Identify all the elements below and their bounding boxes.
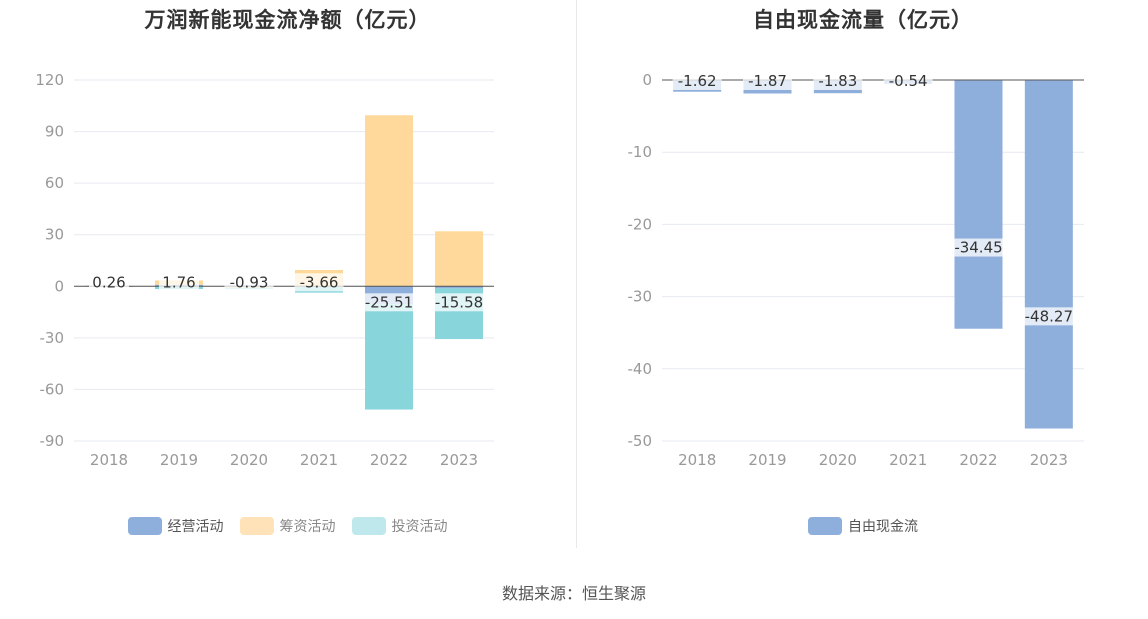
y-tick-label: 120 [35, 71, 64, 89]
data-label: -3.66 [300, 273, 339, 291]
legend-label: 筹资活动 [279, 519, 336, 535]
data-label-bg [224, 273, 274, 292]
legend-item-operating[interactable]: 经营活动 [127, 516, 224, 536]
x-tick-label: 2023 [440, 451, 478, 469]
bar [435, 231, 483, 287]
y-tick-label: 0 [642, 71, 652, 89]
free-cash-flow-panel: 自由现金流量（亿元） 0 -10 -20 -30 -40 -50 2018 2019 2020 2… [578, 0, 1148, 560]
data-label-bg [294, 273, 344, 292]
x-tick-label: 2018 [90, 451, 128, 469]
data-label: -48.27 [1025, 307, 1073, 325]
legend-item-investing[interactable]: 投资活动 [351, 516, 448, 536]
bar [1024, 80, 1073, 429]
data-label: -0.54 [889, 72, 928, 90]
legend-swatch-investing [351, 517, 386, 535]
bar [365, 115, 413, 287]
legend-label: 经营活动 [167, 519, 224, 535]
data-label: -25.51 [365, 293, 413, 311]
y-tick-label: 30 [45, 226, 64, 244]
legend-label: 自由现金流 [848, 519, 918, 535]
y-tick-label: -30 [40, 329, 65, 347]
bar [435, 286, 483, 289]
bar [954, 80, 1003, 329]
data-label-bg [159, 273, 199, 292]
legend-item-free-cash-flow[interactable]: 自由现金流 [808, 516, 918, 536]
data-source: 数据来源：恒生聚源 [501, 584, 646, 603]
chart-title: 万润新能现金流净额（亿元） [144, 8, 431, 32]
y-tick-label: -90 [40, 432, 65, 450]
data-label-bg [672, 72, 722, 90]
data-label: 1.76 [162, 273, 195, 291]
data-label-bg [89, 273, 129, 292]
data-label: -34.45 [954, 239, 1002, 257]
y-tick-label: 0 [54, 277, 64, 295]
y-tick-label: 90 [45, 123, 64, 141]
data-label: -1.87 [748, 72, 787, 90]
data-label: -1.62 [678, 72, 717, 90]
data-label: 0.26 [92, 273, 125, 291]
legend: 经营活动 筹资活动 投资活动 [0, 516, 575, 536]
data-label: -1.83 [818, 72, 857, 90]
panel-divider [576, 0, 577, 548]
data-label: -15.58 [435, 293, 483, 311]
x-tick-label: 2021 [889, 451, 927, 469]
data-label-bg [883, 72, 933, 90]
data-label-bg [1019, 307, 1078, 326]
data-label-bg [949, 238, 1008, 257]
bar [365, 304, 413, 410]
cash-flow-net-chart: 120 90 60 30 0 -30 -60 -90 2018 2019 2020 2021 2022 2… [35, 71, 494, 469]
cash-flow-net-panel: 万润新能现金流净额（亿元） 120 90 60 30 0 -30 -60 -90 2018 201… [0, 0, 575, 560]
x-tick-label: 2018 [678, 451, 716, 469]
x-tick-label: 2020 [230, 451, 268, 469]
y-tick-label: -10 [628, 143, 653, 161]
x-tick-label: 2022 [959, 451, 997, 469]
y-tick-label: -60 [40, 380, 65, 398]
legend-swatch-operating [127, 517, 162, 535]
y-tick-label: -30 [628, 288, 653, 306]
x-tick-label: 2019 [160, 451, 198, 469]
data-label-bg [360, 293, 418, 312]
free-cash-flow-chart: 0 -10 -20 -30 -40 -50 2018 2019 2020 2021 2022 2023… [628, 71, 1084, 469]
x-tick-label: 2019 [748, 451, 786, 469]
data-label: -0.93 [230, 273, 269, 291]
y-tick-label: 60 [45, 174, 64, 192]
y-tick-label: -40 [628, 360, 653, 378]
data-label-bg [430, 293, 488, 312]
legend-swatch-financing [239, 517, 274, 535]
y-tick-label: -20 [628, 215, 653, 233]
x-tick-label: 2023 [1030, 451, 1068, 469]
data-label-bg [743, 72, 792, 90]
legend: 自由现金流 [578, 516, 1148, 536]
legend-label: 投资活动 [391, 519, 448, 535]
x-tick-label: 2021 [300, 451, 338, 469]
legend-swatch-free-cash-flow [808, 517, 842, 535]
y-tick-label: -50 [628, 432, 653, 450]
data-label-bg [813, 72, 863, 90]
legend-item-financing[interactable]: 筹资活动 [239, 516, 336, 536]
chart-title: 自由现金流量（亿元） [753, 8, 973, 32]
x-tick-label: 2022 [370, 451, 408, 469]
x-tick-label: 2020 [819, 451, 857, 469]
